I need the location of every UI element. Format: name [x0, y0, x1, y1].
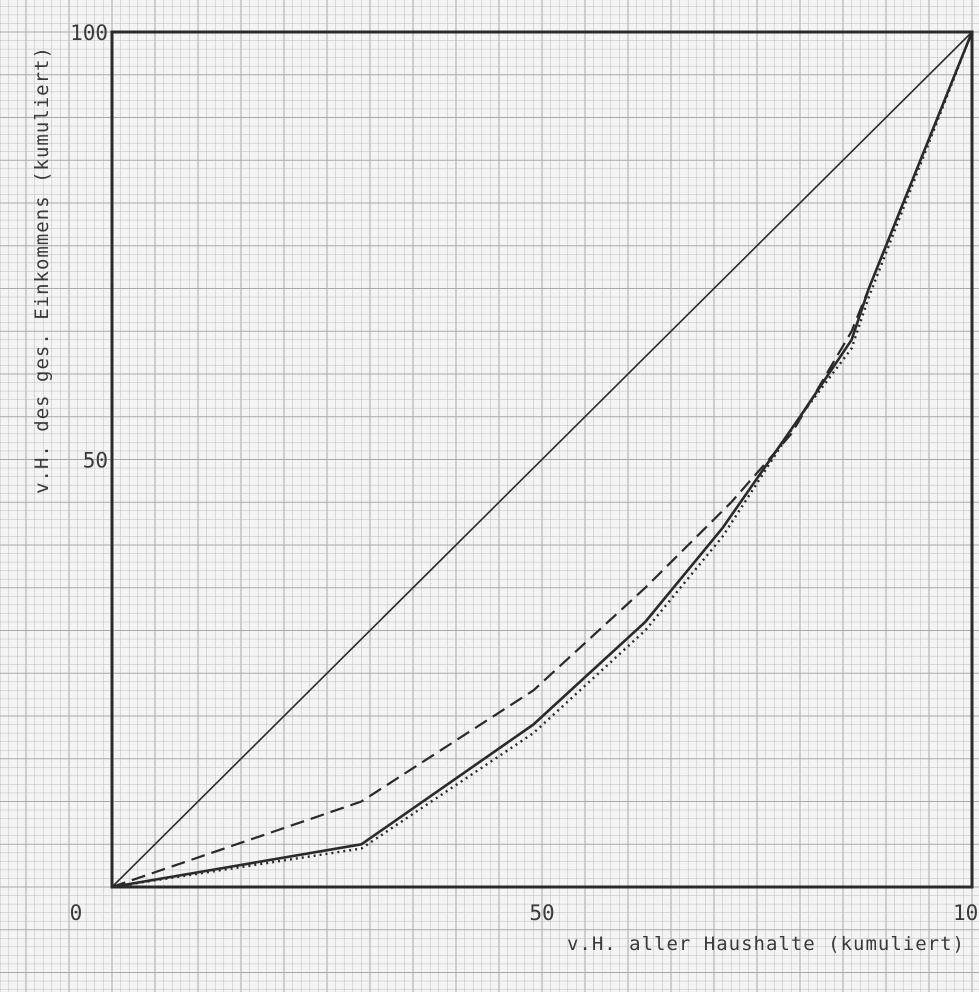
y-tick-label: 100 — [70, 21, 108, 45]
y-axis-label: v.H. des ges. Einkommens (kumuliert) — [31, 46, 53, 494]
x-axis-label: v.H. aller Haushalte (kumuliert) — [567, 933, 965, 955]
y-tick-label: 50 — [83, 449, 108, 473]
x-tick-label: 0 — [70, 901, 83, 925]
series-line-3 — [111, 31, 974, 889]
series-line-4 — [111, 31, 974, 889]
tick-labels: 0 50 100 50 100 — [70, 21, 979, 925]
plot-frame — [110, 30, 974, 889]
x-tick-label: 50 — [529, 901, 554, 925]
series-line-1 — [111, 31, 973, 888]
x-tick-label: 100 — [953, 901, 979, 925]
series-group — [111, 31, 974, 889]
